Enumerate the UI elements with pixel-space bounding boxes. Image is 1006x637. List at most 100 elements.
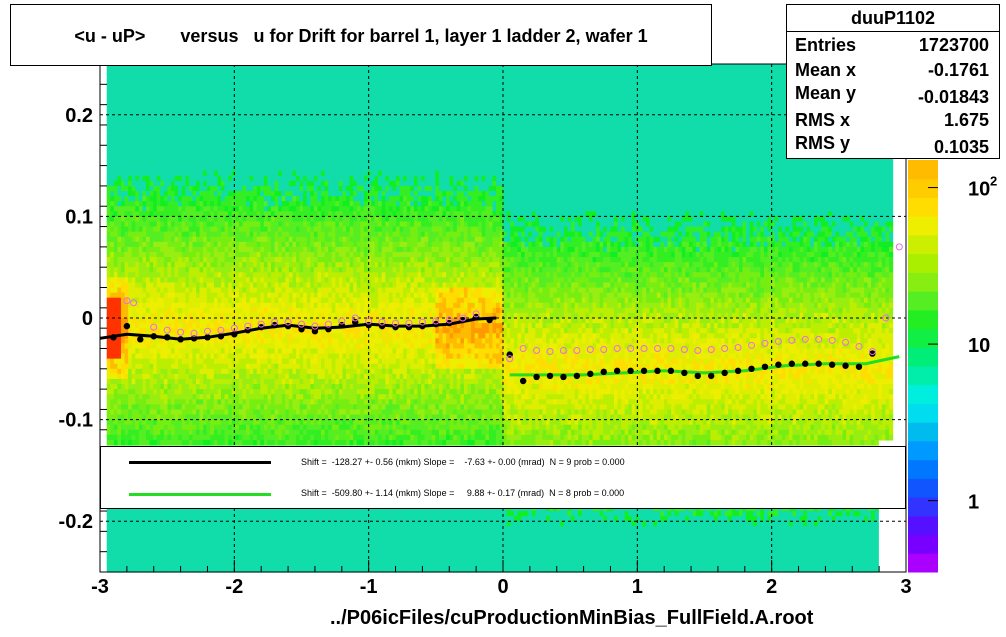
heatmap-cell xyxy=(285,404,290,411)
heatmap-cell xyxy=(203,124,208,131)
heatmap-cell xyxy=(110,201,115,207)
heatmap-cell xyxy=(149,302,154,309)
heatmap-cell xyxy=(146,216,151,223)
heatmap-cell xyxy=(206,251,211,258)
heatmap-cell xyxy=(199,323,204,329)
heatmap-cell xyxy=(192,526,197,532)
heatmap-cell xyxy=(135,551,140,558)
heatmap-cell xyxy=(224,124,229,131)
heatmap-cell xyxy=(263,307,269,314)
heatmap-cell xyxy=(131,536,136,543)
heatmap-cell xyxy=(196,124,201,131)
heatmap-cell xyxy=(206,241,211,248)
heatmap-cell xyxy=(263,511,269,517)
heatmap-cell xyxy=(138,282,144,289)
heatmap-cell xyxy=(156,297,161,304)
heatmap-cell xyxy=(171,551,176,558)
heatmap-cell xyxy=(167,170,172,177)
heatmap-cell xyxy=(306,363,311,370)
heatmap-cell xyxy=(185,119,190,126)
heatmap-cell xyxy=(153,373,158,380)
heatmap-cell xyxy=(160,267,165,273)
heatmap-cell xyxy=(306,191,311,197)
heatmap-cell xyxy=(267,89,272,96)
heatmap-cell xyxy=(246,94,251,101)
heatmap-cell xyxy=(149,69,154,75)
heatmap-cell xyxy=(110,323,115,329)
heatmap-cell xyxy=(110,185,115,192)
heatmap-cell xyxy=(142,119,147,126)
heatmap-cell xyxy=(206,150,211,157)
heatmap-cell xyxy=(146,521,151,527)
heatmap-cell xyxy=(256,124,261,131)
heatmap-cell xyxy=(138,94,144,101)
heatmap-cell xyxy=(203,419,208,426)
heatmap-cell xyxy=(206,185,211,192)
heatmap-cell xyxy=(199,89,204,96)
heatmap-cell xyxy=(174,434,179,441)
heatmap-cell xyxy=(142,175,147,182)
heatmap-cell xyxy=(117,114,122,121)
heatmap-cell xyxy=(203,155,208,162)
heatmap-cell xyxy=(213,272,219,278)
heatmap-cell xyxy=(167,185,172,192)
heatmap-cell xyxy=(156,516,161,522)
heatmap-cell xyxy=(156,94,161,101)
heatmap-cell xyxy=(121,511,126,517)
heatmap-cell xyxy=(149,287,154,294)
heatmap-cell xyxy=(238,145,244,151)
heatmap-cell xyxy=(260,140,265,146)
heatmap-cell xyxy=(235,409,240,416)
heatmap-cell xyxy=(203,307,208,314)
heatmap-cell xyxy=(256,531,261,538)
heatmap-cell xyxy=(278,429,283,436)
heatmap-cell xyxy=(296,343,301,350)
heatmap-cell xyxy=(260,363,265,370)
heatmap-cell xyxy=(238,135,244,141)
heatmap-cell xyxy=(292,272,297,278)
heatmap-cell xyxy=(267,155,272,162)
heatmap-cell xyxy=(228,307,233,314)
heatmap-cell xyxy=(196,363,201,370)
heatmap-cell xyxy=(256,541,261,548)
heatmap-cell xyxy=(292,297,297,304)
heatmap-cell xyxy=(210,409,215,416)
heatmap-cell xyxy=(213,531,219,538)
heatmap-cell xyxy=(131,358,136,365)
heatmap-cell xyxy=(135,318,140,324)
heatmap-cell xyxy=(206,145,211,151)
heatmap-cell xyxy=(263,546,269,553)
heatmap-cell xyxy=(167,206,172,212)
heatmap-cell xyxy=(106,429,111,436)
heatmap-cell xyxy=(206,439,211,446)
heatmap-cell xyxy=(192,145,197,151)
heatmap-cell xyxy=(142,343,147,350)
heatmap-cell xyxy=(292,262,297,268)
heatmap-cell xyxy=(278,145,283,151)
heatmap-cell xyxy=(238,343,244,350)
heatmap-cell xyxy=(142,551,147,558)
heatmap-cell xyxy=(303,231,308,238)
heatmap-cell xyxy=(124,236,129,243)
heatmap-cell xyxy=(285,536,290,543)
heatmap-cell xyxy=(146,104,151,111)
heatmap-cell xyxy=(253,150,258,157)
heatmap-cell xyxy=(128,145,133,151)
heatmap-cell xyxy=(206,104,211,111)
heatmap-cell xyxy=(128,282,133,289)
heatmap-cell xyxy=(106,246,111,253)
heatmap-cell xyxy=(235,221,240,228)
heatmap-cell xyxy=(174,521,179,527)
heatmap-cell xyxy=(224,277,229,284)
heatmap-cell xyxy=(267,307,272,314)
heatmap-cell xyxy=(113,69,119,75)
heatmap-cell xyxy=(203,282,208,289)
heatmap-cell xyxy=(174,561,179,568)
heatmap-cell xyxy=(253,94,258,101)
heatmap-cell xyxy=(188,155,194,162)
heatmap-cell xyxy=(271,124,276,131)
heatmap-cell xyxy=(274,277,279,284)
heatmap-cell xyxy=(167,241,172,248)
heatmap-cell xyxy=(142,546,147,553)
heatmap-cell xyxy=(203,434,208,441)
